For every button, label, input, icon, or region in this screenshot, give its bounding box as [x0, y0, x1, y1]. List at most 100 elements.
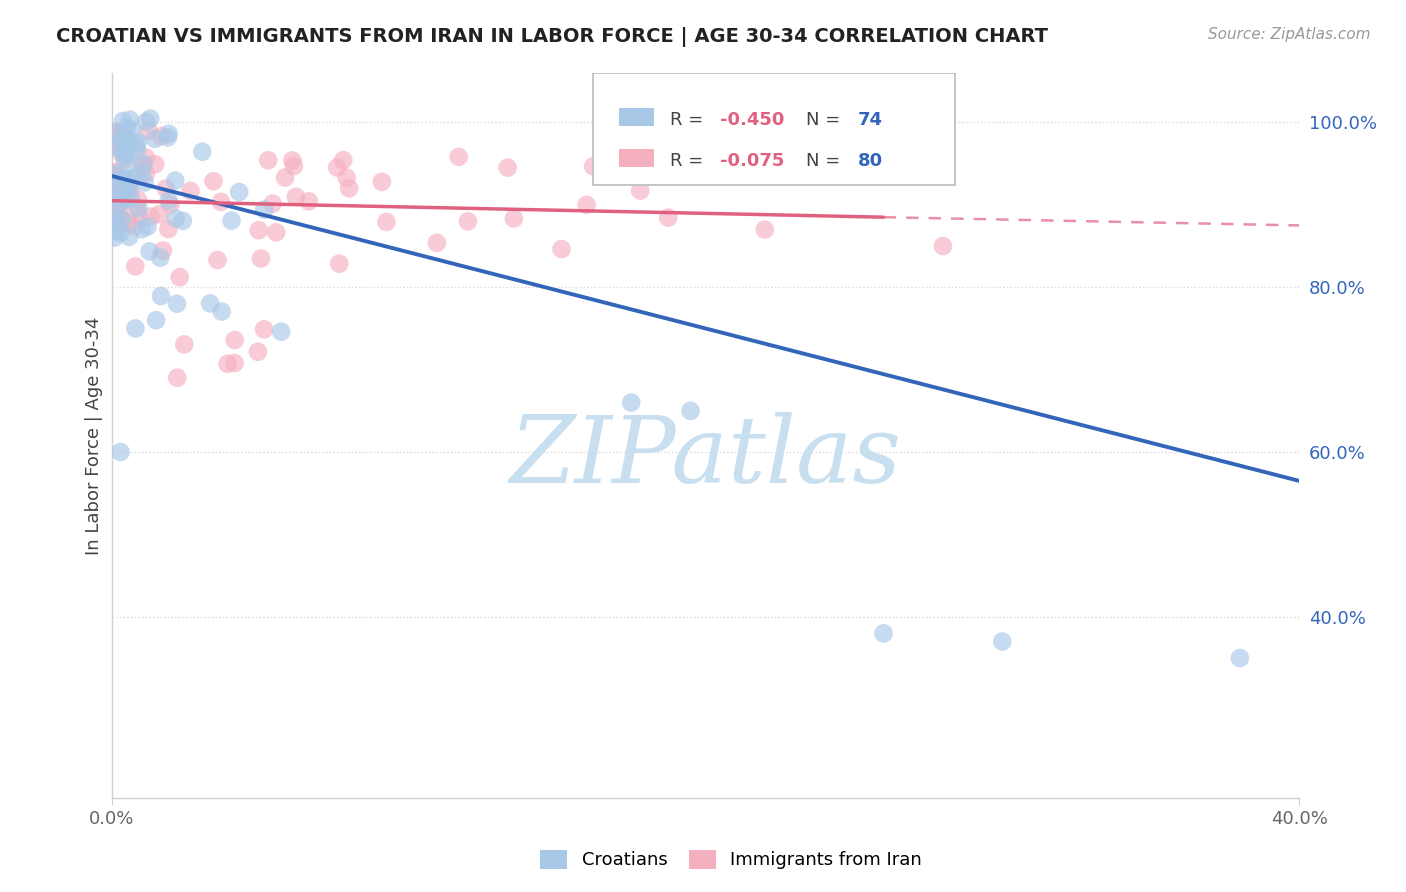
Text: N =: N =	[807, 112, 846, 129]
Point	[148, 207, 170, 221]
Point	[118, 179, 141, 194]
Point	[284, 190, 307, 204]
Text: CROATIAN VS IMMIGRANTS FROM IRAN IN LABOR FORCE | AGE 30-34 CORRELATION CHART: CROATIAN VS IMMIGRANTS FROM IRAN IN LABO…	[56, 27, 1049, 46]
Point	[157, 222, 180, 236]
Point	[111, 132, 134, 146]
Point	[281, 153, 304, 168]
Point	[135, 114, 157, 128]
Point	[105, 166, 128, 180]
Point	[166, 371, 188, 385]
Point	[582, 160, 605, 174]
Point	[173, 337, 195, 351]
Point	[136, 219, 159, 234]
Point	[217, 357, 239, 371]
Point	[131, 166, 153, 180]
Point	[932, 239, 955, 253]
Point	[104, 211, 127, 225]
Point	[112, 124, 135, 138]
Point	[124, 260, 146, 274]
FancyBboxPatch shape	[619, 149, 654, 168]
Point	[253, 322, 276, 336]
Point	[264, 226, 287, 240]
Point	[115, 182, 138, 196]
Point	[211, 304, 233, 318]
Point	[138, 124, 160, 138]
Point	[114, 129, 136, 144]
Point	[120, 183, 142, 197]
Point	[135, 151, 157, 165]
Point	[131, 222, 153, 236]
Text: 80: 80	[858, 153, 883, 170]
Point	[131, 159, 153, 173]
Point	[326, 161, 349, 175]
Point	[224, 333, 246, 347]
Point	[114, 143, 136, 157]
Point	[104, 184, 127, 198]
Point	[104, 230, 127, 244]
Point	[111, 114, 134, 128]
Point	[283, 159, 305, 173]
Point	[257, 153, 280, 168]
Point	[108, 211, 131, 226]
Point	[872, 626, 894, 640]
Point	[104, 165, 127, 179]
Point	[104, 205, 127, 219]
Point	[191, 145, 214, 159]
Point	[139, 112, 162, 126]
Point	[224, 356, 246, 370]
Text: ZIPatlas: ZIPatlas	[509, 412, 901, 502]
Text: R =: R =	[669, 153, 709, 170]
Point	[121, 122, 143, 136]
Point	[115, 193, 138, 207]
Point	[502, 211, 524, 226]
Point	[112, 186, 135, 201]
Point	[375, 215, 398, 229]
Point	[117, 146, 139, 161]
Point	[247, 223, 270, 237]
Text: Source: ZipAtlas.com: Source: ZipAtlas.com	[1208, 27, 1371, 42]
Point	[152, 244, 174, 258]
Point	[262, 196, 284, 211]
Point	[115, 121, 138, 136]
Point	[104, 126, 127, 140]
Point	[337, 181, 360, 195]
Text: -0.075: -0.075	[720, 153, 785, 170]
Point	[105, 178, 128, 192]
Point	[124, 219, 146, 234]
Point	[117, 174, 139, 188]
Point	[111, 135, 134, 149]
Point	[169, 270, 191, 285]
Point	[125, 142, 148, 156]
Point	[124, 321, 146, 335]
Point	[157, 127, 180, 141]
Point	[145, 313, 167, 327]
Point	[679, 404, 702, 418]
Point	[198, 296, 221, 310]
Point	[496, 161, 519, 175]
Point	[127, 193, 149, 207]
Point	[298, 194, 321, 209]
Point	[104, 134, 127, 148]
FancyBboxPatch shape	[592, 73, 955, 186]
Point	[120, 191, 142, 205]
Point	[202, 174, 225, 188]
Point	[143, 132, 166, 146]
Point	[1229, 651, 1251, 665]
Point	[754, 222, 776, 236]
Point	[108, 196, 131, 211]
Point	[105, 219, 128, 234]
Point	[270, 325, 292, 339]
Point	[166, 296, 188, 310]
Point	[104, 202, 127, 216]
FancyBboxPatch shape	[619, 108, 654, 126]
Point	[118, 230, 141, 244]
Point	[135, 167, 157, 181]
Point	[250, 252, 273, 266]
Point	[138, 244, 160, 259]
Point	[104, 125, 127, 139]
Point	[149, 251, 172, 265]
Text: N =: N =	[807, 153, 846, 170]
Point	[155, 181, 177, 195]
Point	[118, 112, 141, 127]
Point	[128, 202, 150, 216]
